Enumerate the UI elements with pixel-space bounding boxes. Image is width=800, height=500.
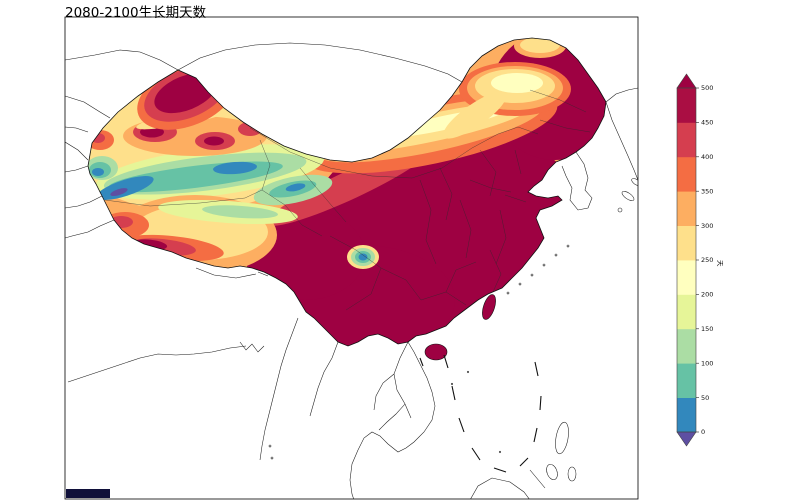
colorbar-extend-over bbox=[676, 73, 697, 89]
coastlines bbox=[65, 42, 638, 499]
indochina-coast bbox=[349, 341, 436, 499]
colorbar-segment bbox=[677, 363, 696, 398]
ryukyu-islet bbox=[566, 244, 570, 248]
contour-blob bbox=[491, 73, 543, 93]
india-coast bbox=[67, 341, 265, 383]
borneo-coast bbox=[470, 477, 530, 499]
japan-island bbox=[617, 207, 623, 213]
colorbar-tick-label: 400 bbox=[701, 153, 713, 161]
colorbar-extend-under bbox=[676, 431, 697, 447]
nine-dash-line bbox=[419, 354, 542, 473]
contour-blob-group bbox=[213, 161, 257, 175]
indochina-borders bbox=[309, 341, 412, 431]
contour-blob bbox=[358, 253, 368, 261]
contour-blob bbox=[213, 161, 257, 175]
taiwan-island bbox=[482, 294, 496, 320]
contour-blob bbox=[443, 91, 507, 139]
hainan-island bbox=[424, 343, 448, 361]
sea-islet bbox=[498, 450, 502, 454]
ryukyu-islet bbox=[506, 291, 510, 295]
colorbar-segment bbox=[677, 191, 696, 226]
ryukyu-islet bbox=[554, 253, 558, 257]
colorbar-tick-label: 250 bbox=[701, 256, 713, 264]
russia-border bbox=[65, 49, 179, 71]
colorbar-tick-label: 0 bbox=[701, 428, 705, 436]
palawan-island bbox=[529, 469, 546, 489]
map-frame bbox=[64, 16, 639, 500]
colorbar-segment bbox=[677, 122, 696, 158]
sea-islet bbox=[466, 370, 470, 374]
contour-blob bbox=[285, 183, 306, 192]
andaman-islet bbox=[268, 444, 272, 448]
andaman-islet bbox=[270, 456, 274, 460]
contour-blob bbox=[110, 188, 128, 197]
japan-island bbox=[621, 191, 635, 201]
colorbar-tick-label: 300 bbox=[701, 222, 713, 230]
colorbar-segment bbox=[677, 260, 696, 295]
contour-blob bbox=[238, 122, 262, 136]
contour-field bbox=[88, 38, 606, 346]
colorbar-segment bbox=[677, 328, 696, 364]
colorbar-segment bbox=[677, 88, 696, 123]
contour-blob-group bbox=[443, 91, 507, 139]
colorbar-tick-label: 50 bbox=[701, 394, 709, 402]
contour-blob-group bbox=[158, 199, 298, 225]
sea-islet bbox=[450, 382, 454, 386]
colorbar-tick-label: 200 bbox=[701, 291, 713, 299]
colorbar-tick-label: 150 bbox=[701, 325, 713, 333]
colorbar-tick-label: 350 bbox=[701, 187, 713, 195]
colorbar-tick-label: 450 bbox=[701, 119, 713, 127]
contour-blob bbox=[520, 38, 560, 53]
philippine-island bbox=[567, 466, 577, 482]
colorbar-segment bbox=[677, 294, 696, 330]
mongolia-border bbox=[177, 42, 463, 83]
korea-coast bbox=[561, 151, 593, 211]
province-border-lines bbox=[104, 89, 591, 311]
map-area bbox=[65, 37, 638, 499]
russia-coast bbox=[605, 87, 638, 181]
colorbar-tick-label: 500 bbox=[701, 84, 713, 92]
colorbar-segment bbox=[677, 397, 696, 433]
central-asia-borders bbox=[65, 95, 115, 239]
colorbar-tick-label: 100 bbox=[701, 359, 713, 367]
contour-blob bbox=[202, 205, 278, 219]
nepal-bhutan-border bbox=[195, 267, 269, 279]
contour-blob bbox=[92, 168, 104, 176]
ryukyu-islet bbox=[518, 282, 522, 286]
philippine-island bbox=[546, 464, 558, 480]
myanmar-coast bbox=[259, 317, 299, 461]
colorbar-segment bbox=[677, 156, 696, 192]
japan-island bbox=[631, 178, 638, 186]
luzon-island bbox=[555, 421, 569, 455]
province-borders bbox=[104, 89, 591, 311]
ryukyu-islet bbox=[530, 273, 534, 277]
scale-bar bbox=[66, 489, 110, 498]
colorbar-segment bbox=[677, 225, 696, 261]
contour-blob bbox=[204, 136, 224, 146]
colorbar-unit-label: 天 bbox=[716, 260, 724, 267]
contour-blob-group bbox=[96, 176, 154, 200]
ryukyu-islet bbox=[542, 263, 546, 267]
